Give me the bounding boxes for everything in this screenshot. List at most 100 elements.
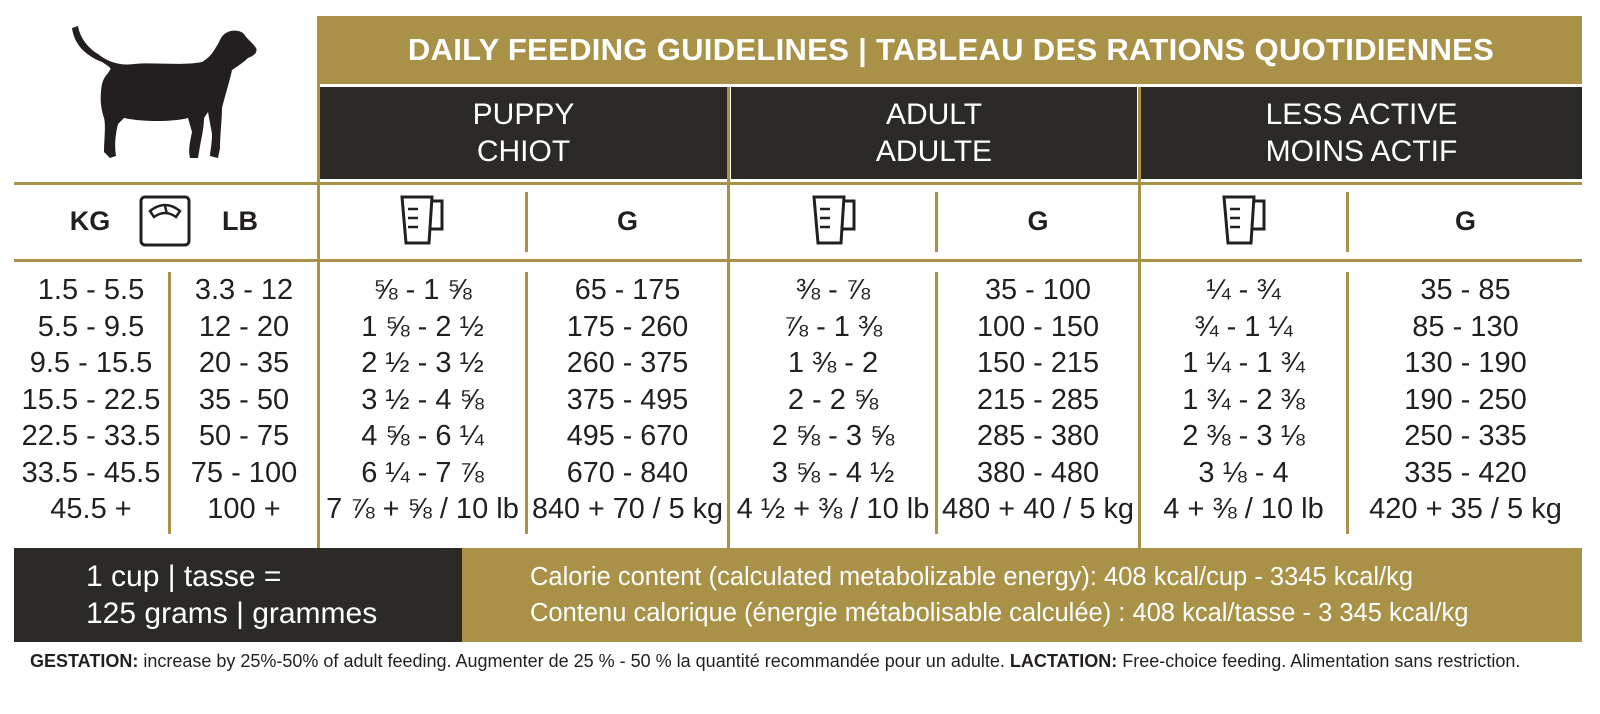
kg-column: 1.5 - 5.5 5.5 - 9.5 9.5 - 15.5 15.5 - 22.5 2… xyxy=(14,272,168,528)
cup-conversion-line2: 125 grams | grammes xyxy=(86,597,378,630)
less-active-header-en: LESS ACTIVE xyxy=(1265,98,1458,131)
table-cell: 250 - 335 xyxy=(1404,420,1527,452)
cup-conversion-box: 1 cup | tasse = 125 grams | grammes xyxy=(14,548,462,642)
table-cell: 35 - 85 xyxy=(1420,274,1511,306)
table-cell: 380 - 480 xyxy=(976,456,1100,489)
table-cell: 45.5 + xyxy=(50,493,132,525)
table-cell: 85 - 130 xyxy=(1412,310,1519,343)
table-cell: 3 ⅛ - 4 xyxy=(1198,456,1289,489)
cup-conversion-line1: 1 cup | tasse = xyxy=(86,560,282,593)
table-cell: ⅜ - ⅞ xyxy=(795,274,871,306)
adult-grams-header: G xyxy=(1027,205,1049,236)
rule-middle xyxy=(14,259,1582,262)
less-active-grams-header: G xyxy=(1454,205,1476,236)
lb-column: 3.3 - 12 12 - 20 20 - 35 35 - 50 50 - 75 75 -… xyxy=(171,272,317,528)
divider-sub-adult-head xyxy=(935,192,938,252)
measuring-cup-icon xyxy=(812,195,856,245)
lb-header: LB xyxy=(222,205,258,236)
table-cell: 480 + 40 / 5 kg xyxy=(942,493,1134,525)
table-cell: 335 - 420 xyxy=(1404,456,1527,489)
puppy-grams-header: G xyxy=(616,205,638,236)
table-cell: 670 - 840 xyxy=(566,456,689,489)
footnote: GESTATION: increase by 25%-50% of adult … xyxy=(30,651,1590,672)
less-active-header-fr: MOINS ACTIF xyxy=(1265,135,1458,168)
table-cell: 2 ⅝ - 3 ⅝ xyxy=(771,420,895,452)
adult-header: ADULT ADULTE xyxy=(731,87,1137,179)
table-cell: 1 ⅜ - 2 xyxy=(787,347,879,379)
table-cell: 22.5 - 33.5 xyxy=(21,420,161,452)
kg-header: KG xyxy=(69,205,111,236)
table-cell: 1 ¾ - 2 ⅜ xyxy=(1182,383,1305,416)
table-cell: 3 ½ - 4 ⅝ xyxy=(361,383,484,416)
table-cell: 35 - 100 xyxy=(984,274,1091,306)
adult-header-en: ADULT xyxy=(885,98,983,131)
table-cell: 215 - 285 xyxy=(976,383,1100,416)
puppy-grams-column: 65 - 175 175 - 260 260 - 375 375 - 495 495 -… xyxy=(529,272,726,528)
table-cell: 1 ¼ - 1 ¾ xyxy=(1182,347,1305,379)
rule-top xyxy=(14,182,1582,185)
table-cell: 495 - 670 xyxy=(566,420,689,452)
table-cell: 1.5 - 5.5 xyxy=(37,274,145,306)
table-cell: 33.5 - 45.5 xyxy=(21,456,161,489)
measuring-cup-icon xyxy=(1222,195,1266,245)
table-cell: 6 ¼ - 7 ⅞ xyxy=(361,456,484,489)
table-cell: 840 + 70 / 5 kg xyxy=(532,493,723,525)
table-cell: 4 + ⅜ / 10 lb xyxy=(1163,493,1324,525)
puppy-header: PUPPY CHIOT xyxy=(320,87,727,179)
table-cell: 65 - 175 xyxy=(574,274,681,306)
table-cell: 12 - 20 xyxy=(198,310,290,343)
table-cell: 100 + xyxy=(207,493,281,525)
table-cell: 100 - 150 xyxy=(976,310,1100,343)
table-cell: 375 - 495 xyxy=(566,383,689,416)
table-cell: 4 ½ + ⅜ / 10 lb xyxy=(736,493,930,525)
table-cell: 3.3 - 12 xyxy=(194,274,294,306)
divider-sub-puppy xyxy=(525,272,528,534)
puppy-cups-column: ⅝ - 1 ⅝ 1 ⅝ - 2 ½ 2 ½ - 3 ½ 3 ½ - 4 ⅝ 4 ⅝ - … xyxy=(320,272,525,528)
lactation-text: Free-choice feeding. Alimentation sans r… xyxy=(1117,651,1521,671)
calorie-content-box: Calorie content (calculated metabolizabl… xyxy=(462,548,1582,642)
table-cell: 15.5 - 22.5 xyxy=(21,383,161,416)
table-cell: 2 ½ - 3 ½ xyxy=(361,347,484,379)
scale-icon xyxy=(139,195,191,247)
table-cell: ¾ - 1 ¼ xyxy=(1194,310,1293,343)
table-cell: 175 - 260 xyxy=(566,310,689,343)
table-cell: 3 ⅝ - 4 ½ xyxy=(771,456,895,489)
adult-header-fr: ADULTE xyxy=(875,135,993,168)
divider-adult-less xyxy=(1138,87,1141,548)
table-cell: 20 - 35 xyxy=(198,347,290,379)
table-cell: 150 - 215 xyxy=(976,347,1100,379)
table-cell: 9.5 - 15.5 xyxy=(29,347,153,379)
table-cell: ⅝ - 1 ⅝ xyxy=(373,274,472,306)
less-active-header: LESS ACTIVE MOINS ACTIF xyxy=(1141,87,1582,179)
table-cell: 130 - 190 xyxy=(1404,347,1527,379)
divider-puppy-adult xyxy=(727,87,730,548)
table-cell: 285 - 380 xyxy=(976,420,1100,452)
less-active-grams-column: 35 - 85 85 - 130 130 - 190 190 - 250 250 - 3… xyxy=(1349,272,1582,528)
divider-sub-adult xyxy=(935,272,938,534)
dog-silhouette-icon xyxy=(72,26,257,158)
table-cell: 190 - 250 xyxy=(1404,383,1527,416)
measuring-cup-icon xyxy=(400,195,444,245)
puppy-header-en: PUPPY xyxy=(472,98,575,131)
divider-sub-less-head xyxy=(1346,192,1349,252)
lactation-label: LACTATION: xyxy=(1009,651,1118,671)
calorie-content-fr: Contenu calorique (énergie métabolisable… xyxy=(530,599,1469,627)
table-cell: 5.5 - 9.5 xyxy=(37,310,145,343)
divider-sub-less xyxy=(1346,272,1349,534)
table-cell: ⅞ - 1 ⅜ xyxy=(783,310,883,343)
adult-grams-column: 35 - 100 100 - 150 150 - 215 215 - 285 285 -… xyxy=(938,272,1137,528)
page-title: DAILY FEEDING GUIDELINES | TABLEAU DES R… xyxy=(320,16,1582,84)
table-cell: ¼ - ¾ xyxy=(1206,274,1281,306)
table-cell: 420 + 35 / 5 kg xyxy=(1369,493,1562,525)
gestation-label: GESTATION: xyxy=(30,651,139,671)
calorie-content-en: Calorie content (calculated metabolizabl… xyxy=(530,563,1414,591)
table-cell: 2 ⅜ - 3 ⅛ xyxy=(1182,420,1305,452)
less-active-cups-column: ¼ - ¾ ¾ - 1 ¼ 1 ¼ - 1 ¾ 1 ¾ - 2 ⅜ 2 ⅜ - 3 ⅛ 3… xyxy=(1141,272,1346,528)
divider-sub-puppy-head xyxy=(525,192,528,252)
table-cell: 75 - 100 xyxy=(190,456,298,489)
table-cell: 35 - 50 xyxy=(198,383,290,416)
table-cell: 2 - 2 ⅝ xyxy=(787,383,879,416)
adult-cups-column: ⅜ - ⅞ ⅞ - 1 ⅜ 1 ⅜ - 2 2 - 2 ⅝ 2 ⅝ - 3 ⅝ 3 ⅝ -… xyxy=(731,272,935,528)
divider-kg-lb xyxy=(168,272,171,534)
table-cell: 4 ⅝ - 6 ¼ xyxy=(361,420,484,452)
